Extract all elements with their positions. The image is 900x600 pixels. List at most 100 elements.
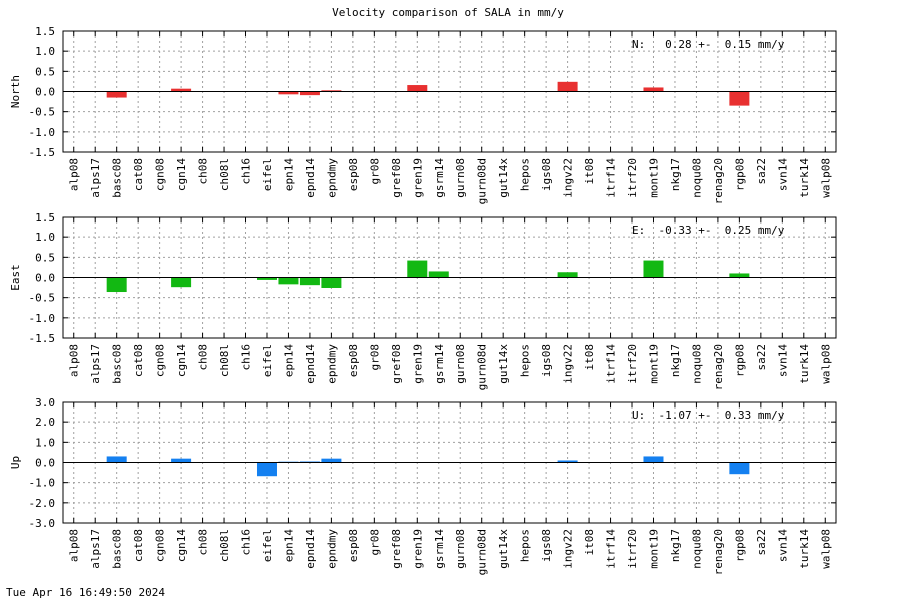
x-tick-label: ch08l — [218, 344, 231, 377]
bar-east-rgp08 — [729, 273, 750, 278]
x-tick-label: alps17 — [89, 529, 102, 569]
x-tick-label: gut14x — [497, 158, 510, 198]
bar-east-epn14 — [278, 277, 299, 285]
y-tick-label: 0.5 — [35, 65, 55, 78]
x-tick-label: cgn14 — [175, 344, 188, 377]
panel-annotation: U: -1.07 +- 0.33 mm/y — [632, 409, 785, 422]
x-tick-label: ch16 — [240, 529, 253, 556]
x-tick-label: basc08 — [111, 529, 124, 569]
bar-north-epnd14 — [299, 91, 320, 96]
x-tick-label: eifel — [261, 344, 274, 377]
x-tick-label: hepos — [519, 529, 532, 562]
x-tick-label: igs08 — [540, 158, 553, 191]
x-tick-label: it08 — [583, 344, 596, 371]
x-tick-label: eifel — [261, 158, 274, 191]
bar-east-ingv22 — [557, 272, 578, 278]
y-axis-label: East — [9, 264, 22, 291]
x-tick-label: epnd14 — [304, 158, 317, 198]
x-tick-label: cgn08 — [154, 529, 167, 562]
y-tick-label: -0.5 — [29, 292, 56, 305]
x-tick-label: ch16 — [240, 158, 253, 185]
y-tick-label: 2.0 — [35, 416, 55, 429]
x-tick-label: itrf20 — [626, 529, 639, 569]
x-tick-label: gr08 — [368, 529, 381, 556]
x-tick-label: sa22 — [755, 344, 768, 371]
x-tick-label: gurn08 — [454, 344, 467, 384]
panel-east: -1.5 -1.0 -0.5 0.0 0.5 1.0 1.5 alp08 alps17 basc0… — [9, 211, 837, 390]
x-tick-label: alp08 — [68, 529, 81, 562]
x-tick-label: hepos — [519, 158, 532, 191]
x-tick-label: itrf20 — [626, 344, 639, 384]
bar-east-epndmy — [321, 277, 342, 288]
x-tick-label: ingv22 — [562, 344, 575, 384]
x-tick-label: alps17 — [89, 158, 102, 198]
x-tick-label: svn14 — [776, 529, 789, 562]
y-tick-label: -1.0 — [29, 126, 56, 139]
x-tick-label: renag20 — [712, 344, 725, 390]
bar-north-epn14 — [278, 91, 299, 95]
y-tick-label: -3.0 — [29, 517, 56, 530]
panel-up: -3.0 -2.0 -1.0 0.0 1.0 2.0 3.0 alp08 alps17 basc0… — [9, 396, 837, 575]
x-tick-label: igs08 — [540, 344, 553, 377]
x-tick-label: gurn08d — [476, 529, 489, 575]
x-tick-label: itrf14 — [605, 158, 618, 198]
x-tick-label: rgp08 — [733, 529, 746, 562]
x-tick-label: basc08 — [111, 344, 124, 384]
x-tick-label: epn14 — [282, 158, 295, 191]
x-tick-label: gren19 — [411, 158, 424, 198]
x-tick-label: gren19 — [411, 344, 424, 384]
x-tick-label: gsrm14 — [433, 158, 446, 198]
x-tick-label: esp08 — [347, 529, 360, 562]
y-tick-label: 1.0 — [35, 45, 55, 58]
x-tick-label: esp08 — [347, 158, 360, 191]
y-tick-label: -1.5 — [29, 146, 56, 159]
x-tick-label: cat08 — [132, 158, 145, 191]
bar-up-epndmy — [321, 458, 342, 463]
x-tick-label: nkg17 — [669, 344, 682, 377]
bar-up-basc08 — [106, 456, 127, 463]
x-tick-label: ch08 — [197, 158, 210, 185]
bar-up-ingv22 — [557, 460, 578, 463]
bar-up-epnd14 — [299, 461, 320, 463]
x-tick-label: hepos — [519, 344, 532, 377]
x-tick-label: ch08l — [218, 529, 231, 562]
x-tick-label: walp08 — [819, 344, 832, 384]
panel-annotation: E: -0.33 +- 0.25 mm/y — [632, 224, 785, 237]
bar-east-eifel — [256, 277, 277, 280]
x-tick-label: walp08 — [819, 158, 832, 198]
x-tick-label: ch08 — [197, 529, 210, 556]
x-tick-label: ch16 — [240, 344, 253, 371]
x-tick-label: nkg17 — [669, 529, 682, 562]
x-tick-label: ch08l — [218, 158, 231, 191]
x-tick-label: epndmy — [325, 158, 338, 198]
bar-east-mont19 — [643, 260, 664, 278]
x-tick-label: turk14 — [798, 529, 811, 569]
y-tick-label: 0.0 — [35, 272, 55, 285]
x-tick-label: gref08 — [390, 158, 403, 198]
bar-up-mont19 — [643, 456, 664, 463]
x-tick-label: igs08 — [540, 529, 553, 562]
plot-frame — [62, 30, 837, 153]
x-tick-label: esp08 — [347, 344, 360, 377]
x-tick-label: epn14 — [282, 344, 295, 377]
y-tick-label: -1.0 — [29, 312, 56, 325]
panel-annotation: N: 0.28 +- 0.15 mm/y — [632, 38, 785, 51]
x-tick-label: gut14x — [497, 529, 510, 569]
bar-east-cgn14 — [171, 277, 192, 288]
bar-north-ingv22 — [557, 81, 578, 92]
x-tick-label: epn14 — [282, 529, 295, 562]
x-tick-label: itrf14 — [605, 344, 618, 384]
y-tick-label: 1.5 — [35, 211, 55, 224]
bar-north-mont19 — [643, 87, 664, 92]
x-tick-label: walp08 — [819, 529, 832, 569]
x-tick-label: gr08 — [368, 344, 381, 371]
bar-up-eifel — [256, 462, 277, 477]
bar-north-epndmy — [321, 90, 342, 92]
x-tick-label: noqu08 — [690, 158, 703, 198]
x-tick-label: epndmy — [325, 344, 338, 384]
y-tick-label: 1.0 — [35, 231, 55, 244]
x-tick-label: mont19 — [647, 158, 660, 198]
x-tick-label: epndmy — [325, 529, 338, 569]
x-tick-label: gsrm14 — [433, 344, 446, 384]
